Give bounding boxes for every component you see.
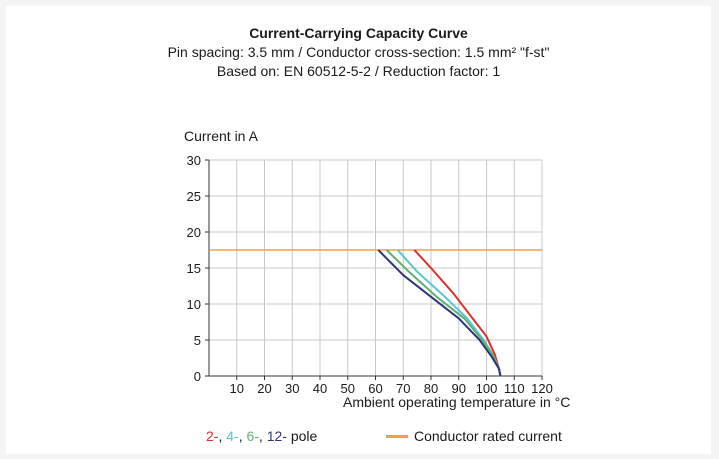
legend-separator: , xyxy=(218,428,227,444)
x-tick-label: 70 xyxy=(396,381,410,396)
x-tick-label: 120 xyxy=(531,381,553,396)
legend-entry-6-pole: 6- xyxy=(246,428,259,444)
chart-subtitle-1: Pin spacing: 3.5 mm / Conductor cross-se… xyxy=(167,44,550,60)
x-tick-label: 40 xyxy=(313,381,327,396)
legend-separator: , xyxy=(238,428,247,444)
chart-frame: Current-Carrying Capacity Curve Pin spac… xyxy=(6,6,711,454)
legend-entry-12-pole: 12- xyxy=(266,428,287,444)
x-tick-label: 100 xyxy=(476,381,498,396)
y-tick-label: 0 xyxy=(194,369,201,384)
x-tick-label: 80 xyxy=(424,381,438,396)
y-tick-label: 15 xyxy=(187,261,201,276)
rated-current-legend: Conductor rated current xyxy=(386,428,562,444)
rated-current-legend-label: Conductor rated current xyxy=(414,428,562,444)
legend-entry-4-pole: 4- xyxy=(226,428,239,444)
x-tick-label: 20 xyxy=(257,381,271,396)
chart-titles: Current-Carrying Capacity Curve Pin spac… xyxy=(6,24,711,81)
x-tick-label: 30 xyxy=(285,381,299,396)
pole-legend: 2-, 4-, 6-, 12- pole xyxy=(206,428,317,444)
x-tick-label: 10 xyxy=(230,381,244,396)
y-tick-label: 10 xyxy=(187,297,201,312)
x-tick-label: 110 xyxy=(504,381,525,396)
y-tick-label: 25 xyxy=(187,189,201,204)
y-axis-label: Current in A xyxy=(184,128,258,144)
legend-entry-2-pole: 2- xyxy=(206,428,219,444)
x-tick-label: 90 xyxy=(452,381,466,396)
series-line-12-pole xyxy=(377,249,502,377)
x-axis-label: Ambient operating temperature in °C xyxy=(343,394,571,410)
x-tick-label: 60 xyxy=(368,381,382,396)
chart-title: Current-Carrying Capacity Curve xyxy=(249,25,468,41)
series-line-4-pole xyxy=(396,249,502,377)
chart-subtitle-2: Based on: EN 60512-5-2 / Reduction facto… xyxy=(216,63,501,79)
legend-separator: , xyxy=(258,428,267,444)
legend-suffix: pole xyxy=(286,428,318,444)
y-tick-label: 30 xyxy=(187,153,201,168)
x-tick-label: 50 xyxy=(341,381,355,396)
rated-current-swatch xyxy=(386,434,408,438)
y-tick-label: 20 xyxy=(187,225,201,240)
y-tick-label: 5 xyxy=(194,333,201,348)
